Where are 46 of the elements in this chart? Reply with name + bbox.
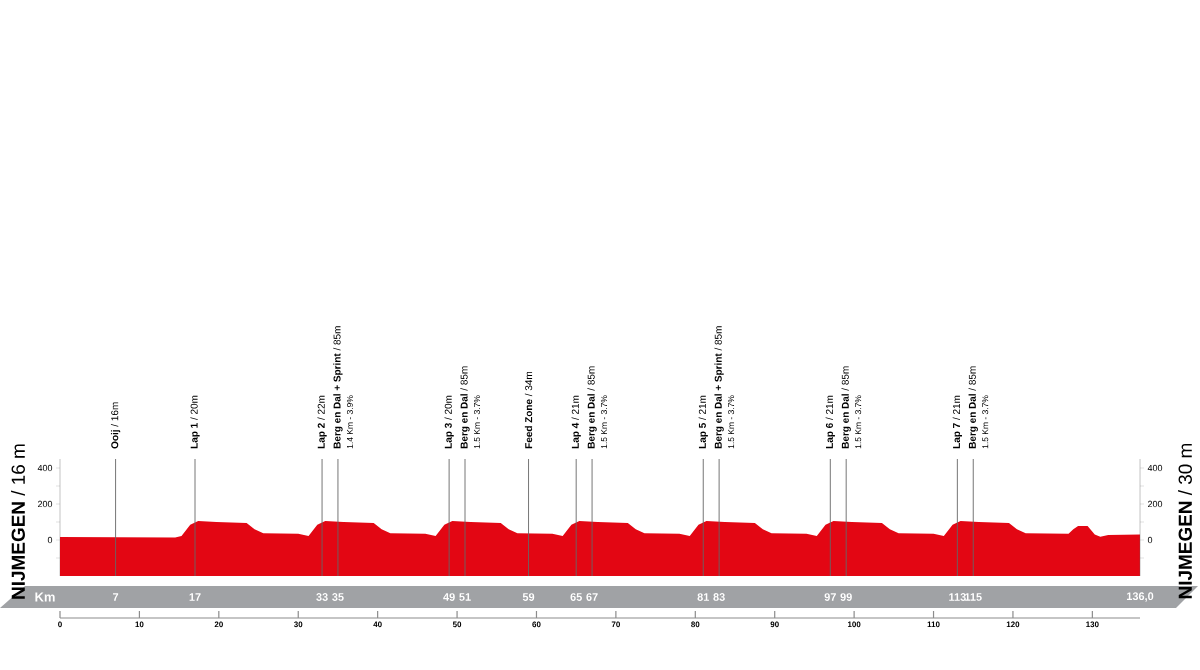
x2-tick-label: 81 [697,593,710,601]
x2-tick-label: 113 [949,593,966,601]
annotation: 1.5 Km - 3.7% [601,395,608,449]
x2-tick-label: 97 [824,593,836,601]
annotation: NIJMEGEN / 16 m [11,444,25,599]
y-tick-label: 400 [37,464,53,472]
y2-tick-label: 0 [1147,536,1153,544]
annotation: 1.5 Km - 3.7% [474,395,480,449]
x2-tick-label: 99 [840,593,852,601]
y-tick-label: 200 [37,500,53,508]
x2-tick-label: 33 [316,593,328,601]
ref-line-label: Lap 5 / 21m [698,395,708,449]
annotation: NIJMEGEN / 30 m [1178,443,1192,599]
x2-tick-label: 35 [332,593,344,601]
annotation: 1.4 Km - 3.9% [346,395,353,449]
annotation: 1.5 Km - 3.7% [728,395,735,449]
x2-tick-label: 115 [965,593,982,601]
ref-line-label: Lap 3 / 20m [444,395,454,449]
ref-line-label: Ooij / 16m [110,402,121,449]
ref-line-label: Berg en Dal / 85m [587,366,597,449]
x2-tick-label: 67 [586,593,598,601]
x2-tick-label: 51 [459,593,471,601]
x2-tick-label: 59 [522,593,535,601]
y2-tick-label: 400 [1147,464,1163,472]
x2-tick-label: 65 [570,593,582,601]
ref-line-label: Lap 4 / 21m [571,395,581,449]
ref-line-label: Berg en Dal + Sprint / 85m [333,326,343,449]
annotation: 1.5 Km - 3.7% [982,395,989,449]
ref-line-label: Berg en Dal / 85m [968,366,978,449]
ref-line-label: Feed Zone / 34m [524,371,533,449]
y-tick-label: 0 [47,536,53,544]
x2-axis-title: Km [35,592,55,602]
ref-line-label: Lap 2 / 22m [317,395,327,449]
x2-tick-label: 7 [113,593,119,601]
x2-tick-label: 83 [713,593,725,601]
x2-tick-label: 17 [189,593,201,601]
ref-line-label: Berg en Dal + Sprint / 85m [714,326,724,449]
y2-tick-label: 200 [1147,500,1163,508]
annotation: 1.5 Km - 3.7% [855,395,862,449]
ref-line-label: Berg en Dal / 85m [841,366,851,449]
ref-line-label: Lap 6 / 21m [825,395,835,449]
ref-line-label: Berg en Dal / 85m [460,366,470,449]
ref-line-label: Lap 1 / 20m [190,395,200,449]
x2-tick-label: 136,0 [1126,592,1154,602]
x2-tick-label: 49 [443,593,455,601]
ref-line-label: Lap 7 / 21m [952,395,962,449]
